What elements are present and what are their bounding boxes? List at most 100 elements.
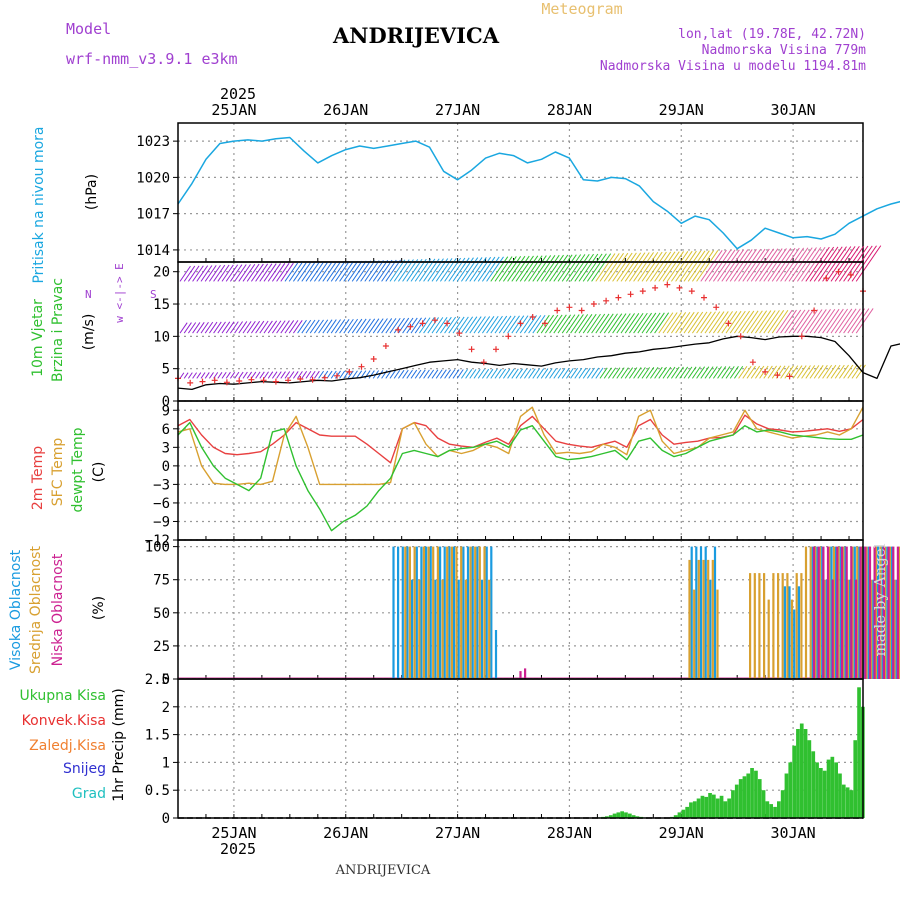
wind-barb [347,370,354,379]
wind-barb [746,248,770,282]
wind-barb [733,310,751,334]
cloud-bar [695,546,698,679]
pressure-ytick-label-2: 1020 [136,170,170,186]
precip-ylabel: 1hr Precip (mm) [111,688,127,801]
wind-barb [729,249,753,282]
precip-bar [845,787,850,818]
wind-barb [297,371,303,379]
wind-barb [234,264,247,282]
top-date-label-4: 29JAN [659,101,704,119]
wind-barb [586,313,601,334]
cloud-bar [804,546,808,679]
wind-barb [234,321,243,334]
wind-barb [822,308,840,334]
wind-barb [532,368,540,379]
wind-barb [339,370,346,379]
precip-ylabels: 1hr Precip (mm) [111,688,127,801]
wind-barb [204,372,210,379]
precip-bar [620,811,624,818]
wind-gust-mark [223,379,230,386]
wind-barb [318,370,324,379]
precip-bar [761,790,766,818]
wind-barb [309,319,320,334]
wind-barb [267,263,281,282]
wind-barb [259,263,273,282]
wind-barb [838,245,865,282]
wind-barb [750,310,768,334]
wind-barb [179,322,188,334]
wind-barb [385,318,397,334]
wind-barb [229,321,239,334]
cloud-bar [856,546,859,679]
cloud-bar [839,546,842,679]
wind-barb [826,246,852,282]
temperature-ylabels: 2m Temp SFC Temp dewpt Temp (C) [30,427,107,512]
wind-barb [515,315,529,334]
wind-barb [830,308,848,334]
cloud-bar [753,573,756,679]
wind-gust-mark [713,304,720,311]
wind-barb [553,254,573,282]
wind-barb [196,265,209,282]
precip-bar [616,812,621,818]
wind-barb [771,365,782,379]
wind-barb [721,311,738,334]
wind-gust-mark [517,320,524,327]
wind-barb [565,314,580,334]
wind-barb [796,309,814,334]
precip-bar [692,801,697,818]
temp-2m-line [177,414,864,464]
temperature-ytick-label-7: 9 [162,403,170,419]
cloud-bar [767,599,770,679]
wind-gust-mark [652,284,659,291]
precip-bar [731,790,735,818]
cloud-bar [697,559,700,679]
wind-barb [351,260,367,282]
cloud-bar [867,546,870,679]
precip-bar [788,762,793,818]
wind-barb [465,369,473,379]
wind-gust-mark [835,268,842,275]
wind-barb [591,313,606,334]
bottom-date-axis: 2025 25JAN 26JAN 27JAN 28JAN 29JAN 30JAN [211,824,815,858]
wind-barb [838,308,857,334]
wind-barb [322,319,333,334]
wind-gust-mark [554,307,561,314]
wind-barb [305,262,320,282]
cloud-bar [821,546,824,679]
cloud-bar [519,671,522,679]
wind-barb [725,366,735,379]
cloud-bar [873,546,876,679]
wind-gust-mark [480,359,487,366]
cloud-bar [797,586,800,679]
cloud-bar [452,546,456,679]
cloud-bar [858,546,861,679]
cloud-bar [483,546,486,679]
cloud-bar [702,559,705,679]
bottom-date-label-3: 28JAN [547,824,592,842]
precip-bar [830,756,835,818]
wind-barb [364,318,376,334]
cloud-bar [777,573,780,679]
wind-barb [183,265,196,282]
cloud-bar [870,579,873,679]
cloud-bar [485,546,488,679]
cloud-bar [709,579,712,679]
wind-barb [246,371,253,379]
wind-barb [809,246,835,282]
wind-barb [423,369,430,379]
wind-barb [309,370,316,379]
wind-barb [351,370,358,379]
wind-barb [448,316,461,334]
wind-barb [490,256,509,282]
wind-gust-mark [419,320,426,327]
cloud-bar [826,546,830,679]
wind-barb [645,251,667,282]
wind-gust-mark [505,333,512,340]
cloud-bar [877,546,880,679]
wind-barb [582,367,591,379]
wind-barb [603,313,618,334]
cloud-bar [809,546,812,679]
wind-barb [435,369,443,379]
cloud-bar [418,579,421,679]
